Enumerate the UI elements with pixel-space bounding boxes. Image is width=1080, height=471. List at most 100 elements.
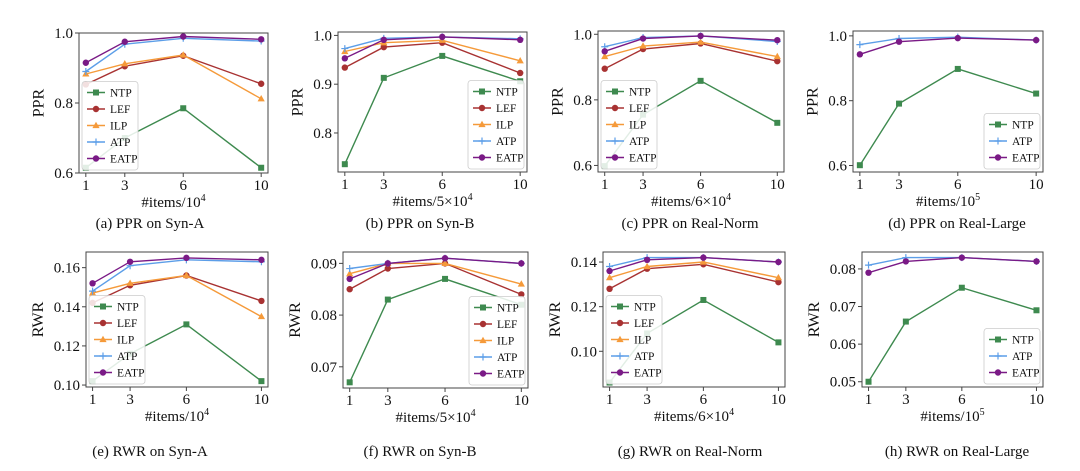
axes-frame (597, 30, 785, 173)
series-line-ilp (344, 39, 521, 62)
legend-item-ilp: ILP (87, 121, 127, 133)
x-tick-label: 3 (639, 177, 647, 193)
data-point-atp (865, 261, 873, 269)
panel-caption: (f) RWR on Syn-B (364, 444, 477, 460)
y-tick-label: 0.05 (830, 375, 856, 391)
legend: NTP LEF ILP ATP EATP (605, 295, 663, 385)
data-point-ntp (865, 378, 872, 385)
x-tick-label: 6 (954, 177, 962, 193)
data-point-eatp (958, 254, 966, 261)
x-axis-label-base: #items/10 (141, 195, 200, 211)
y-tick-label: 0.07 (830, 300, 857, 316)
x-axis-label-exponent: 4 (201, 193, 206, 204)
y-tick-label: 1.0 (573, 27, 592, 43)
x-axis-label-exponent: 4 (468, 192, 473, 203)
legend: NTP LEF ILP ATP EATP (81, 81, 139, 171)
y-tick-label: 0.06 (830, 337, 857, 353)
x-tick-label: 6 (438, 177, 446, 193)
series-line-eatp (604, 35, 778, 52)
data-point-eatp (643, 256, 651, 264)
legend-item-ilp: ILP (606, 120, 646, 132)
data-point-eatp (1032, 36, 1040, 44)
data-point-lef (606, 285, 613, 293)
legend-marker (92, 121, 100, 129)
legend-marker (995, 336, 1001, 343)
legend-label: EATP (634, 368, 661, 380)
legend-label: NTP (634, 302, 656, 314)
legend-item-eatp: EATP (611, 368, 661, 380)
data-point-ilp (126, 279, 134, 286)
y-tick-label: 0.10 (54, 378, 80, 394)
y-tick-label: 0.08 (830, 262, 856, 278)
data-point-lef (518, 291, 525, 298)
data-point-ntp (439, 52, 446, 59)
x-axis-label: #items/105 (920, 407, 984, 425)
x-axis-label-exponent: 4 (204, 407, 209, 418)
plot-area (856, 33, 1040, 169)
panel-caption: (d) PPR on Real-Large (888, 216, 1026, 232)
data-point-ilp (774, 273, 783, 281)
legend-marker (616, 319, 624, 327)
data-point-ntp (442, 275, 449, 282)
x-tick-label: 3 (380, 177, 388, 193)
y-tick-label: 0.8 (313, 126, 332, 142)
data-point-ntp (341, 161, 348, 168)
legend-marker (478, 137, 486, 145)
series-line-lef (92, 274, 262, 304)
legend-item-eatp: EATP (606, 153, 656, 165)
legend-item-atp: ATP (94, 351, 137, 363)
y-axis-label: RWR (287, 302, 304, 338)
legend-label: ATP (497, 352, 517, 364)
y-tick-label: 0.14 (54, 300, 81, 316)
x-axis-label-base: #items/6×10 (651, 194, 726, 210)
data-point-ntp (1033, 307, 1040, 314)
legend-item-ilp: ILP (474, 336, 514, 348)
data-point-ntp (774, 119, 781, 126)
x-tick-label: 10 (771, 392, 786, 408)
series-line-lef (604, 42, 778, 70)
x-axis-label-exponent: 4 (729, 407, 734, 418)
y-tick-label: 0.16 (54, 261, 81, 277)
legend-marker (611, 137, 619, 145)
data-point-eatp (441, 255, 449, 262)
data-point-ntp (700, 296, 707, 303)
data-point-eatp (439, 33, 446, 41)
data-point-atp (341, 45, 349, 53)
legend-item-ilp: ILP (611, 335, 651, 347)
x-tick-label: 1 (89, 392, 97, 408)
legend-label: NTP (110, 88, 132, 100)
x-axis-label-exponent: 5 (975, 192, 980, 203)
series-line-ntp (349, 278, 522, 383)
legend-marker (92, 105, 100, 113)
x-tick-label: 1 (346, 393, 354, 409)
legend-marker (617, 303, 623, 310)
panel-caption: (a) PPR on Syn-A (96, 216, 205, 232)
data-point-ntp (1033, 90, 1040, 97)
axes-frame (852, 30, 1044, 173)
y-axis-label: RWR (30, 301, 47, 337)
data-point-eatp (774, 36, 781, 44)
x-tick-label: 3 (895, 177, 903, 193)
legend-marker (92, 155, 100, 162)
series-line-ntp (867, 286, 1037, 383)
panel-h: 1 3 6 10 0.05 0.06 0.07 0.08 #items/105 RWR NTP ATP… (806, 251, 1044, 460)
data-point-ntp (346, 379, 353, 386)
x-tick-label: 10 (1029, 392, 1044, 408)
legend-marker (994, 154, 1002, 161)
y-tick-label: 0.09 (311, 256, 337, 272)
plot-area (346, 254, 525, 386)
series-line-eatp (868, 256, 1037, 274)
x-tick-label: 3 (384, 393, 392, 409)
data-point-ilp (773, 52, 781, 60)
data-point-ntp (384, 296, 391, 303)
series-line-eatp (859, 37, 1037, 55)
data-point-ilp (441, 259, 449, 266)
series-line-ntp (859, 68, 1037, 166)
y-tick-label: 0.10 (571, 344, 597, 360)
data-point-eatp (601, 48, 608, 55)
legend-label: ATP (117, 351, 137, 363)
x-axis-label: #items/105 (916, 192, 980, 210)
series-line-ilp (349, 262, 522, 285)
x-tick-label: 1 (606, 392, 614, 408)
